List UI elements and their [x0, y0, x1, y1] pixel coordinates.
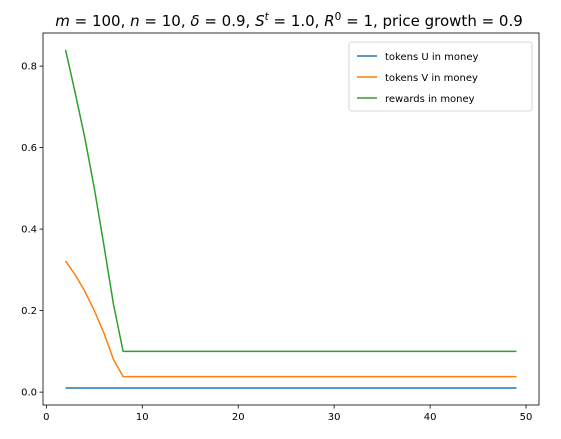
- legend-box: [348, 41, 533, 112]
- y-tick-label: 0.0: [21, 388, 37, 399]
- y-tick-label: 0.4: [21, 225, 37, 236]
- chart-title: m = 100, n = 10, δ = 0.9, St = 1.0, R0 =…: [55, 11, 523, 30]
- title-part: 0: [335, 11, 342, 23]
- y-tick-label: 0.2: [21, 306, 37, 317]
- title-part: t: [265, 11, 270, 23]
- y-axis: 0.0 0.2 0.4 0.6 0.8: [21, 62, 43, 399]
- title-part: = 100,: [70, 12, 130, 30]
- title-part: = 0.9,: [200, 12, 256, 30]
- series-line-3: [64, 49, 517, 353]
- x-tick-label: 20: [232, 412, 245, 423]
- title-part: = 1.0,: [269, 12, 325, 30]
- legend-label: tokens V in money: [385, 73, 478, 84]
- legend-label: tokens U in money: [385, 52, 478, 63]
- title-part: S: [255, 12, 265, 30]
- x-axis: 0 10 20 30 40 50: [43, 405, 532, 423]
- x-tick-label: 0: [43, 412, 49, 423]
- y-tick-label: 0.8: [21, 62, 37, 73]
- legend: tokens U in money tokens V in money reward…: [348, 41, 533, 112]
- legend-label: rewards in money: [385, 94, 475, 105]
- x-tick-label: 40: [424, 412, 437, 423]
- series-group: [64, 49, 517, 389]
- title-part: n: [130, 12, 140, 30]
- title-part: = 10,: [140, 12, 191, 30]
- x-tick-label: 30: [328, 412, 341, 423]
- x-tick-label: 50: [520, 412, 533, 423]
- y-tick-label: 0.6: [21, 143, 37, 154]
- title-part: R: [324, 12, 334, 30]
- x-tick-label: 10: [136, 412, 149, 423]
- title-part: δ: [190, 12, 199, 30]
- series-line-2: [64, 260, 517, 378]
- title-part: = 1, price growth = 0.9: [341, 12, 522, 30]
- title-part: m: [55, 12, 70, 30]
